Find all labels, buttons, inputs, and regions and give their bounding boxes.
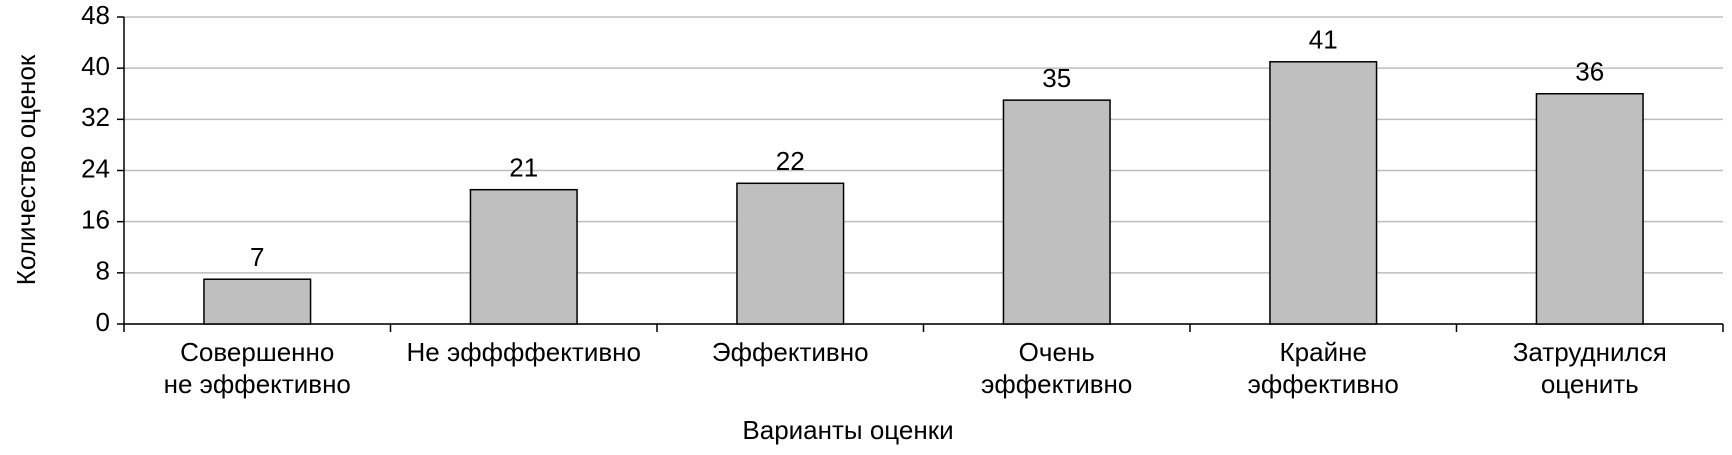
- bar: [736, 182, 845, 325]
- x-tick-label: Не эффффективно: [407, 337, 641, 367]
- y-tick-label: 0: [96, 307, 110, 337]
- x-tick-label: не эффективно: [164, 369, 351, 399]
- y-axis-title: Количество оценок: [11, 54, 41, 285]
- x-tick-label: Очень: [1019, 337, 1095, 367]
- x-tick-label: Совершенно: [180, 337, 334, 367]
- y-tick-label: 16: [81, 205, 110, 235]
- bar: [203, 278, 312, 325]
- bar: [1269, 61, 1378, 325]
- x-tick-label: эффективно: [1248, 369, 1399, 399]
- x-tick-label: Крайне: [1280, 337, 1367, 367]
- bar: [1535, 93, 1644, 325]
- data-label: 7: [250, 242, 264, 272]
- data-label: 36: [1575, 57, 1604, 87]
- y-tick-label: 24: [81, 153, 110, 183]
- bar: [469, 188, 578, 325]
- y-tick-label: 40: [81, 51, 110, 81]
- y-tick-label: 32: [81, 102, 110, 132]
- x-tick-label: оценить: [1541, 369, 1639, 399]
- x-tick-label: эффективно: [981, 369, 1132, 399]
- bar: [1002, 99, 1111, 325]
- data-label: 41: [1309, 25, 1338, 55]
- data-label: 21: [509, 153, 538, 183]
- y-tick-label: 8: [96, 256, 110, 286]
- data-label: 22: [776, 146, 805, 176]
- x-tick-label: Затруднился: [1513, 337, 1667, 367]
- x-axis-title: Варианты оценки: [742, 415, 953, 445]
- x-tick-label: Эффективно: [712, 337, 869, 367]
- data-label: 35: [1042, 63, 1071, 93]
- y-tick-label: 48: [81, 0, 110, 30]
